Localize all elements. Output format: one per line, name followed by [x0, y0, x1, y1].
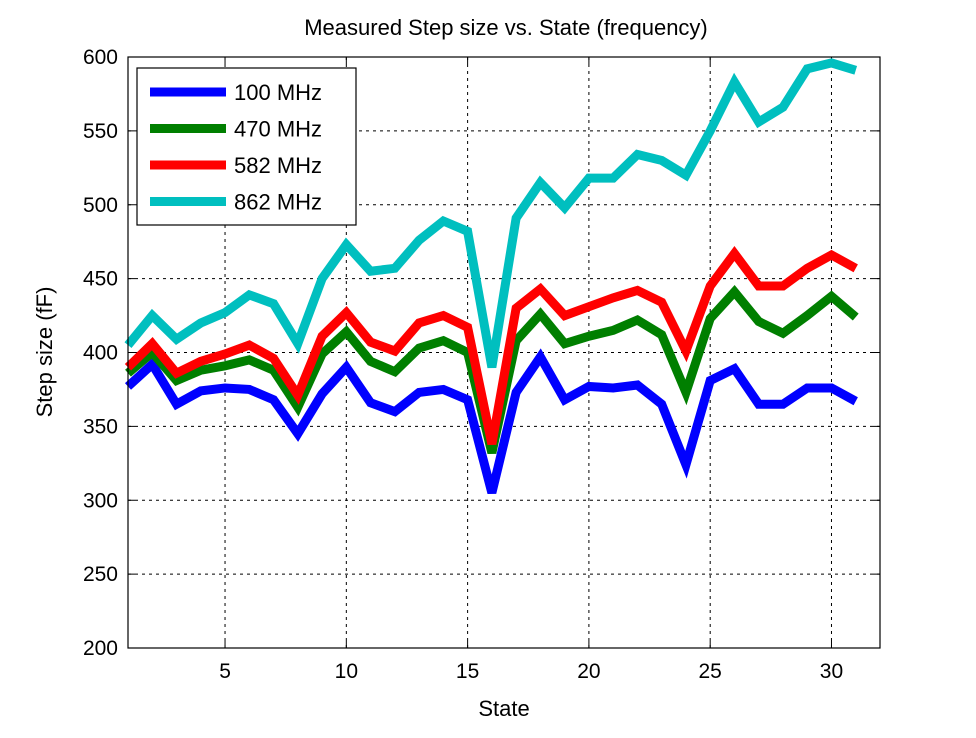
series-line-862-mhz: [124, 58, 858, 369]
y-tick-label: 450: [83, 268, 118, 291]
y-axis-label: Step size (fF): [32, 287, 57, 418]
chart-title: Measured Step size vs. State (frequency): [304, 15, 708, 40]
legend-label: 582 MHz: [234, 153, 322, 178]
x-tick-label: 5: [219, 660, 231, 683]
y-tick-label: 250: [83, 563, 118, 586]
x-tick-label: 20: [577, 660, 600, 683]
legend-label: 862 MHz: [234, 190, 322, 215]
y-tick-label: 500: [83, 194, 118, 217]
series-line-470-mhz: [125, 285, 859, 455]
series-line-100-mhz: [124, 348, 858, 494]
y-tick-label: 550: [83, 120, 118, 143]
legend-label: 100 MHz: [234, 80, 322, 105]
y-tick-label: 350: [83, 415, 118, 438]
plot-area-border: [127, 56, 881, 649]
series-line-582-mhz: [124, 245, 858, 446]
y-tick-label: 600: [83, 46, 118, 69]
y-tick-label: 300: [83, 489, 118, 512]
y-tick-label: 200: [83, 637, 118, 660]
x-tick-label: 10: [335, 660, 358, 683]
y-tick-label: 400: [83, 342, 118, 365]
x-tick-label: 15: [456, 660, 479, 683]
legend-label: 470 MHz: [234, 117, 322, 142]
legend: 100 MHz 470 MHz 582 MHz 862 MHz: [136, 67, 357, 226]
x-tick-label: 30: [820, 660, 843, 683]
x-tick-label: 25: [699, 660, 722, 683]
x-axis-label: State: [478, 696, 529, 721]
